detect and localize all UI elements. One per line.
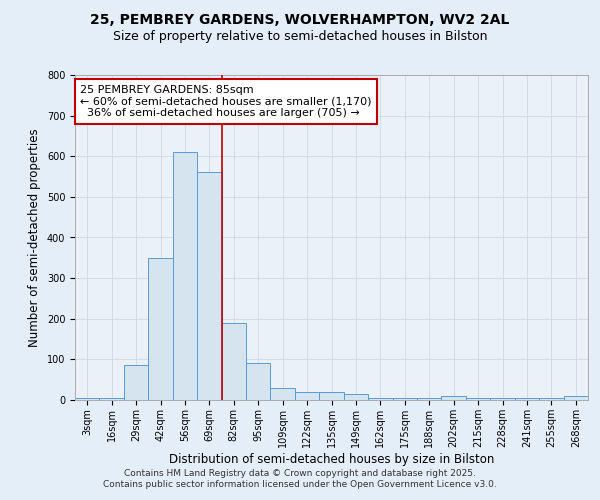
Bar xyxy=(490,398,515,400)
Bar xyxy=(295,392,319,400)
Bar xyxy=(100,398,124,400)
Bar xyxy=(124,366,148,400)
Bar xyxy=(197,172,221,400)
Bar xyxy=(173,152,197,400)
Y-axis label: Number of semi-detached properties: Number of semi-detached properties xyxy=(28,128,41,347)
Bar xyxy=(75,398,100,400)
Bar xyxy=(466,398,490,400)
Bar xyxy=(392,398,417,400)
Bar xyxy=(148,258,173,400)
X-axis label: Distribution of semi-detached houses by size in Bilston: Distribution of semi-detached houses by … xyxy=(169,452,494,466)
Bar xyxy=(417,398,442,400)
Text: 25, PEMBREY GARDENS, WOLVERHAMPTON, WV2 2AL: 25, PEMBREY GARDENS, WOLVERHAMPTON, WV2 … xyxy=(91,12,509,26)
Bar xyxy=(442,396,466,400)
Bar xyxy=(221,323,246,400)
Text: Contains public sector information licensed under the Open Government Licence v3: Contains public sector information licen… xyxy=(103,480,497,489)
Bar xyxy=(563,396,588,400)
Text: 25 PEMBREY GARDENS: 85sqm
← 60% of semi-detached houses are smaller (1,170)
  36: 25 PEMBREY GARDENS: 85sqm ← 60% of semi-… xyxy=(80,84,371,118)
Bar xyxy=(319,392,344,400)
Bar xyxy=(344,394,368,400)
Bar xyxy=(539,398,563,400)
Bar xyxy=(515,398,539,400)
Bar xyxy=(271,388,295,400)
Text: Size of property relative to semi-detached houses in Bilston: Size of property relative to semi-detach… xyxy=(113,30,487,43)
Bar xyxy=(368,398,392,400)
Text: Contains HM Land Registry data © Crown copyright and database right 2025.: Contains HM Land Registry data © Crown c… xyxy=(124,468,476,477)
Bar xyxy=(246,364,271,400)
